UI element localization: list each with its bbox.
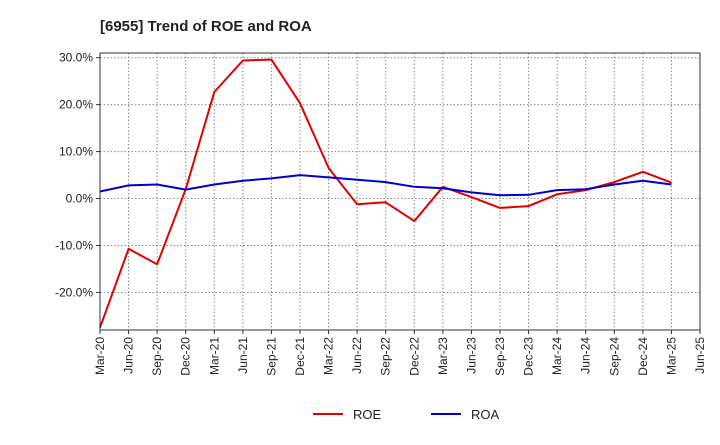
x-tick-label: Dec-23 (522, 337, 536, 376)
plot-frame (99, 52, 701, 331)
x-tick-label: Sep-23 (493, 337, 507, 376)
x-tick-label: Sep-21 (264, 337, 278, 376)
chart-title: [6955] Trend of ROE and ROA (100, 18, 312, 35)
y-tick-label: -10.0% (55, 238, 93, 252)
legend-label-roa: ROA (471, 407, 500, 422)
x-tick-label: Sep-22 (379, 337, 393, 376)
y-tick-label: -20.0% (55, 285, 93, 299)
x-tick-label: Sep-20 (150, 337, 164, 376)
x-tick-label: Mar-24 (550, 337, 564, 375)
x-tick-label: Mar-25 (664, 337, 678, 375)
y-tick-label: 30.0% (59, 51, 93, 65)
x-tick-label: Mar-20 (93, 337, 107, 375)
x-axis-ticks: Mar-20 Jun-20 Sep-20 Dec-20 Mar-21 Jun-21 Sep-… (93, 330, 707, 376)
y-axis-ticks: 30.0% 20.0% 10.0% 0.0% -10.0% -20.0% (55, 51, 100, 299)
series-line-roe (99, 58, 672, 329)
x-tick-label: Jun-24 (579, 337, 593, 374)
x-tick-label: Dec-20 (179, 337, 193, 376)
plot-lines (99, 58, 672, 329)
x-tick-label: Jun-23 (464, 337, 478, 374)
x-tick-label: Dec-22 (407, 337, 421, 376)
x-tick-label: Jun-20 (122, 337, 136, 374)
plot-grid (100, 53, 700, 330)
x-tick-label: Mar-23 (436, 337, 450, 375)
y-tick-label: 10.0% (59, 145, 93, 159)
legend-label-roe: ROE (353, 407, 382, 422)
y-tick-label: 0.0% (66, 192, 94, 206)
x-tick-label: Mar-21 (207, 337, 221, 375)
series-line-roa (99, 174, 672, 197)
x-tick-label: Mar-22 (322, 337, 336, 375)
x-tick-label: Dec-24 (636, 337, 650, 376)
x-tick-label: Jun-25 (693, 337, 707, 374)
x-tick-label: Jun-22 (350, 337, 364, 374)
y-tick-label: 20.0% (59, 98, 93, 112)
x-tick-label: Dec-21 (293, 337, 307, 376)
x-tick-label: Sep-24 (607, 337, 621, 376)
chart-legend: ROE ROA (313, 407, 500, 422)
x-tick-label: Jun-21 (236, 337, 250, 374)
